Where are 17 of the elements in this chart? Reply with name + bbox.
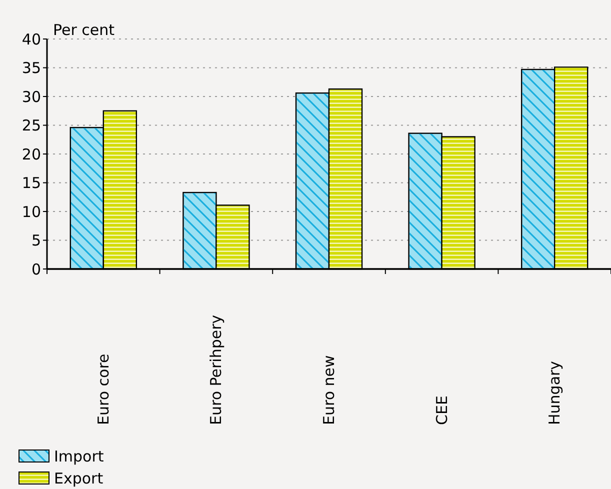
y-axis-title: Per cent: [53, 21, 115, 39]
x-tick-label: Euro Perihpery: [207, 314, 226, 425]
y-tick-label: 5: [31, 232, 41, 250]
y-tick-label: 15: [22, 174, 41, 192]
y-tick-label: 35: [22, 59, 41, 77]
y-tick-label: 10: [22, 202, 41, 221]
x-tick-label: CEE: [432, 396, 451, 425]
legend-label: Export: [54, 469, 104, 488]
y-tick-label: 30: [22, 88, 41, 106]
x-tick-label: Euro core: [94, 354, 112, 425]
y-tick-label: 25: [22, 116, 41, 134]
y-tick-label: 20: [22, 145, 41, 164]
y-tick-label: 40: [22, 30, 41, 48]
y-tick-label: 0: [31, 260, 41, 278]
legend-label: Import: [54, 447, 104, 466]
x-tick-label: Hungary: [546, 360, 564, 425]
x-tick-label: Euro new: [320, 355, 338, 425]
